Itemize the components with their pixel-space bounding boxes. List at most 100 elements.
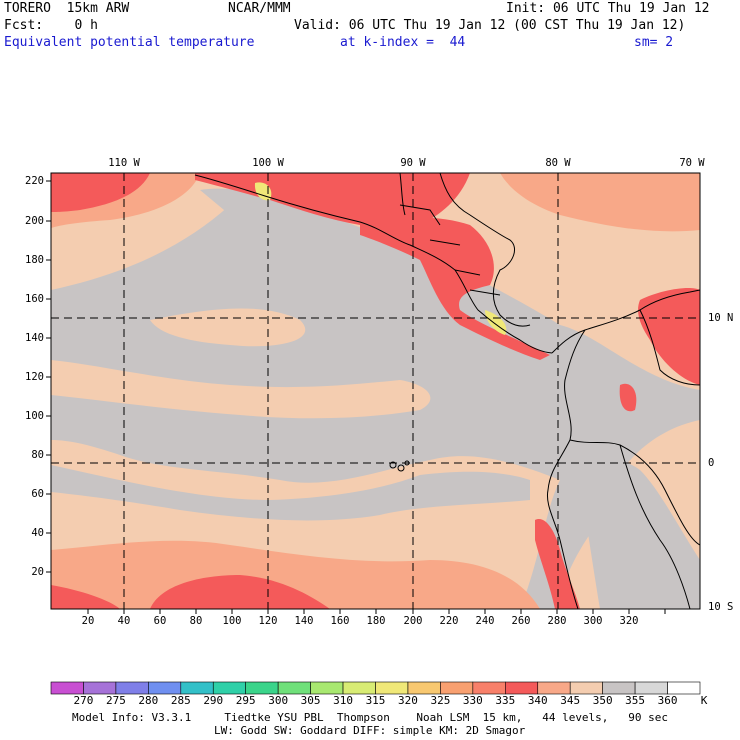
x-tick: 200 xyxy=(403,615,423,627)
colorbar-level-label: 350 xyxy=(592,694,613,707)
x-tick: 280 xyxy=(547,615,567,627)
grey-band-south xyxy=(51,465,530,521)
colorbar xyxy=(50,681,701,695)
colorbar-swatch xyxy=(212,681,247,695)
coastline-caribbean xyxy=(399,172,531,327)
colorbar-swatch xyxy=(375,681,409,695)
y-tick: 100 xyxy=(25,410,44,422)
border-colombia-ecuador xyxy=(569,439,701,546)
organization: NCAR/MMM xyxy=(228,1,291,16)
colorbar-unit: K xyxy=(700,694,708,707)
x-tick: 100 xyxy=(222,615,242,627)
colorbar-level-label: 345 xyxy=(560,694,581,707)
colorbar-swatch xyxy=(634,681,668,695)
colorbar-level-label: 300 xyxy=(268,694,289,707)
colorbar-swatch xyxy=(537,681,571,695)
colorbar-level-label: 305 xyxy=(300,694,321,707)
x-tick: 20 xyxy=(81,615,95,627)
x-tick: 320 xyxy=(619,615,639,627)
y-tick: 120 xyxy=(25,371,44,383)
model-title: TORERO 15km ARW xyxy=(4,1,130,16)
field-name: Equivalent potential temperature xyxy=(4,35,255,50)
grey-andes xyxy=(580,460,700,609)
x-tick: 60 xyxy=(153,615,167,627)
border-central-america xyxy=(399,204,501,296)
colorbar-level-label: 315 xyxy=(365,694,386,707)
yellow-mexico xyxy=(254,182,272,201)
colorbar-level-label: 335 xyxy=(495,694,516,707)
y-tick: 60 xyxy=(31,488,44,500)
colorbar-level-label: 360 xyxy=(657,694,678,707)
x-tick: 140 xyxy=(294,615,314,627)
colorbar-level-label: 275 xyxy=(105,694,126,707)
colorbar-swatch xyxy=(602,681,636,695)
y-tick: 140 xyxy=(25,332,44,344)
red-colombia xyxy=(638,288,700,385)
colorbar-level-label: 325 xyxy=(430,694,451,707)
y-tick: 180 xyxy=(25,254,44,266)
x-tick: 300 xyxy=(583,615,603,627)
colorbar-swatch xyxy=(342,681,376,695)
y-tick: 80 xyxy=(31,449,44,461)
y-tick: 20 xyxy=(31,566,44,578)
salmon-caribbean xyxy=(500,173,700,232)
model-info-line1: Model Info: V3.3.1 Tiedtke YSU PBL Thomp… xyxy=(72,711,669,724)
colorbar-swatch xyxy=(148,681,182,695)
x-tick: 180 xyxy=(366,615,386,627)
colorbar-level-label: 270 xyxy=(73,694,94,707)
colorbar-swatch xyxy=(440,681,474,695)
x-tick: 120 xyxy=(258,615,278,627)
red-colombia-2 xyxy=(619,383,637,412)
model-info-line2: LW: Godd SW: Goddard DIFF: simple KM: 2D… xyxy=(214,724,526,737)
colorbar-swatch xyxy=(407,681,441,695)
x-tick: 240 xyxy=(475,615,495,627)
colorbar-swatch xyxy=(245,681,279,695)
lat-label-equator: 0 xyxy=(708,457,715,469)
colorbar-swatch xyxy=(277,681,311,695)
colorbar-level-label: 320 xyxy=(398,694,418,707)
x-tick: 220 xyxy=(439,615,459,627)
valid-time: Valid: 06 UTC Thu 19 Jan 12 (00 CST Thu … xyxy=(294,18,686,33)
x-tick: 160 xyxy=(330,615,350,627)
red-nw xyxy=(51,173,150,212)
y-tick: 220 xyxy=(25,175,44,187)
colorbar-level-label: 285 xyxy=(170,694,191,707)
x-tick: 260 xyxy=(511,615,531,627)
salmon-lobe-mid xyxy=(51,360,431,419)
vertical-level: at k-index = 44 xyxy=(340,35,466,50)
colorbar-swatch xyxy=(667,681,701,695)
x-tick: 80 xyxy=(189,615,203,627)
grey-band-north xyxy=(200,188,343,250)
colorbar-swatch xyxy=(83,681,117,695)
red-central-america xyxy=(360,217,550,360)
colorbar-swatch xyxy=(50,681,84,695)
forecast-hour: Fcst: 0 h xyxy=(4,18,98,33)
y-tick: 40 xyxy=(31,527,44,539)
coastline-south-america xyxy=(546,289,701,610)
colorbar-swatch xyxy=(115,681,149,695)
colorbar-swatch xyxy=(310,681,344,695)
colorbar-level-label: 310 xyxy=(333,694,353,707)
colorbar-swatch xyxy=(504,681,539,695)
lon-label-80w: 80 W xyxy=(545,157,571,169)
colorbar-level-label: 355 xyxy=(625,694,646,707)
coastline-mexico xyxy=(194,174,553,354)
lat-label-10s: 10 S xyxy=(708,601,734,613)
y-tick: 200 xyxy=(25,215,44,227)
x-tick: 40 xyxy=(117,615,131,627)
colorbar-swatch xyxy=(472,681,506,695)
lon-label-70w: 70 W xyxy=(679,157,705,169)
colorbar-swatch xyxy=(180,681,214,695)
colorbar-level-label: 340 xyxy=(527,694,548,707)
lon-label-90w: 90 W xyxy=(400,157,426,169)
yellow-costa-rica xyxy=(485,310,507,335)
init-time: Init: 06 UTC Thu 19 Jan 12 xyxy=(506,1,710,16)
red-south-west xyxy=(51,585,120,609)
border-peru-brazil xyxy=(619,444,691,610)
red-south xyxy=(150,575,330,609)
colorbar-level-label: 295 xyxy=(235,694,256,707)
border-colombia-venezuela xyxy=(639,309,701,386)
colorbar-level-label: 290 xyxy=(203,694,224,707)
colorbar-swatch xyxy=(569,681,603,695)
